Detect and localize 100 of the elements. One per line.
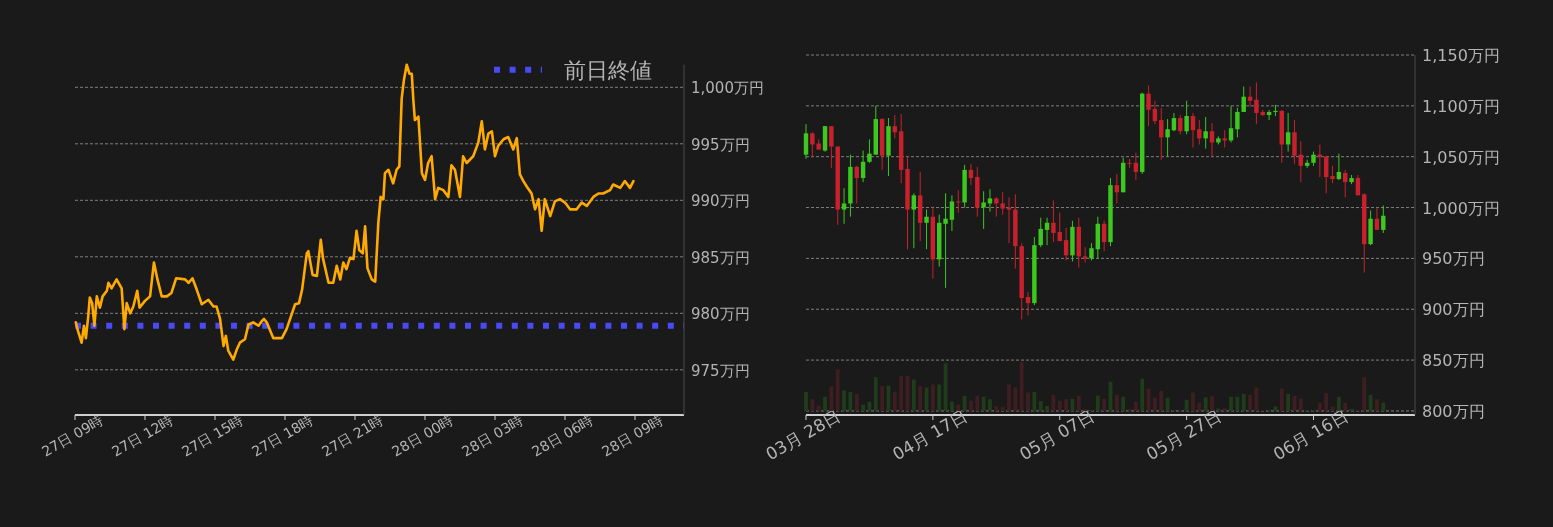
x-tick-label: 03月 28日 <box>762 405 844 465</box>
candlestick <box>924 209 929 250</box>
bar <box>937 384 942 411</box>
y-tick-label: 950万円 <box>1422 249 1485 269</box>
bar <box>1298 398 1303 411</box>
candlestick <box>1254 81 1259 125</box>
bar <box>981 396 986 411</box>
bar <box>1317 403 1322 411</box>
candlestick <box>867 138 872 164</box>
candlestick <box>1000 191 1005 216</box>
x-tick-label: 28日 09時 <box>599 411 666 460</box>
bar <box>810 399 815 411</box>
x-tick-label: 28日 00時 <box>389 411 456 460</box>
legend-label: 前日終値 <box>564 57 652 83</box>
bar <box>873 377 878 411</box>
candlestick <box>1203 116 1208 150</box>
x-tick-label: 28日 03時 <box>459 411 526 460</box>
candlestick <box>981 190 986 230</box>
bar <box>829 386 834 411</box>
bar <box>835 369 840 411</box>
bar <box>1095 395 1100 411</box>
candlestick <box>949 194 955 232</box>
bar <box>1007 384 1011 411</box>
bar <box>1222 408 1227 411</box>
bar <box>1140 378 1145 411</box>
bar <box>1114 394 1119 411</box>
x-tick-label: 27日 15時 <box>179 411 246 460</box>
y-tick-label: 1,000万円 <box>1422 198 1500 218</box>
bar <box>861 404 865 411</box>
x-tick-label: 04月 17日 <box>889 405 971 465</box>
bar <box>1203 397 1208 411</box>
bar <box>918 386 923 411</box>
y-tick-label: 980万円 <box>691 305 750 324</box>
bar <box>994 406 999 411</box>
candlestick <box>943 192 948 289</box>
candlestick <box>1222 129 1227 149</box>
y-tick-label: 1,100万円 <box>1422 96 1500 116</box>
candlestick <box>1241 86 1246 113</box>
bar <box>804 391 808 411</box>
bar <box>1229 396 1233 411</box>
y-tick-label: 990万円 <box>691 192 750 211</box>
bar <box>1248 394 1252 411</box>
bar <box>1057 400 1062 411</box>
bar <box>1038 401 1043 411</box>
bar <box>1343 402 1348 411</box>
candlestick <box>803 123 809 160</box>
bar <box>1032 391 1037 411</box>
y-tick-label: 800万円 <box>1422 401 1485 421</box>
bar <box>1286 393 1291 411</box>
bar <box>1210 395 1214 411</box>
bar <box>1064 399 1068 411</box>
bar <box>1184 399 1189 411</box>
candlestick <box>1197 119 1202 145</box>
candlestick <box>1165 118 1170 158</box>
x-tick-label: 05月 27日 <box>1142 405 1225 465</box>
candlestick <box>841 187 847 225</box>
candlestick <box>1292 119 1297 165</box>
bar <box>1102 398 1107 411</box>
y-tick-label: 995万円 <box>691 135 750 154</box>
bar <box>1241 393 1246 411</box>
bar <box>1019 362 1024 411</box>
candlestick <box>1381 205 1386 234</box>
bar <box>1191 392 1195 411</box>
bar <box>892 391 897 411</box>
bar <box>1279 388 1284 411</box>
bar <box>823 396 827 411</box>
bar <box>1381 402 1386 411</box>
y-tick-label: 1,150万円 <box>1422 46 1500 65</box>
bar <box>1133 401 1138 411</box>
x-tick-label: 27日 21時 <box>319 411 386 460</box>
bar <box>975 395 980 411</box>
x-tick-label: 27日 18時 <box>249 411 316 460</box>
bar <box>842 390 846 411</box>
candlestick <box>1051 199 1056 243</box>
bar <box>930 384 935 411</box>
bar <box>969 400 973 411</box>
bar <box>1076 395 1081 411</box>
bar <box>1013 387 1018 411</box>
bar <box>899 375 904 411</box>
candlestick <box>1146 85 1151 127</box>
bar <box>880 386 885 411</box>
bar <box>1159 390 1164 411</box>
candlestick <box>1038 217 1043 248</box>
bar <box>1000 407 1005 411</box>
candlestick <box>1184 100 1189 135</box>
y-tick-label: 1,000万円 <box>691 79 764 98</box>
bar <box>816 405 821 411</box>
candlestick <box>829 125 834 169</box>
bar <box>1153 397 1157 411</box>
bar <box>1026 392 1030 411</box>
bar <box>854 393 859 411</box>
x-tick-label: 06月 16日 <box>1269 405 1352 465</box>
bar <box>956 404 961 411</box>
y-tick-label: 900万円 <box>1422 300 1485 320</box>
candlestick <box>1273 104 1278 117</box>
candlestick <box>911 192 917 249</box>
candlestick <box>994 196 999 218</box>
bar <box>1375 399 1379 411</box>
bar <box>1197 402 1202 411</box>
x-tick-label: 05月 07日 <box>1015 405 1098 465</box>
